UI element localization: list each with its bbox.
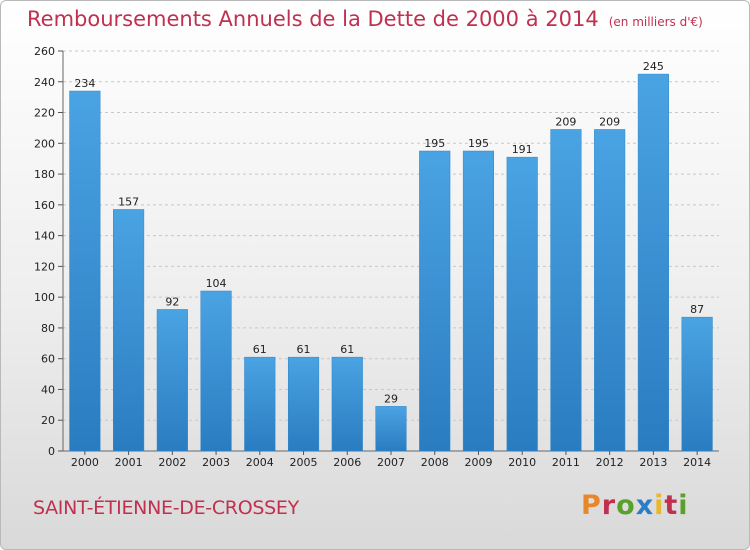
x-tick-label: 2010 — [508, 456, 536, 469]
y-tick-label: 260 — [34, 45, 55, 58]
logo-letter: t — [664, 490, 679, 521]
y-tick-label: 120 — [34, 260, 55, 273]
data-label: 61 — [253, 343, 267, 356]
data-label: 245 — [643, 60, 664, 73]
data-label: 29 — [384, 392, 398, 405]
y-tick-label: 0 — [48, 445, 55, 458]
bar — [156, 309, 188, 452]
bar — [594, 129, 626, 452]
x-tick-label: 2005 — [290, 456, 318, 469]
x-tick-label: 2011 — [552, 456, 580, 469]
bar — [506, 156, 538, 452]
y-tick-label: 240 — [34, 76, 55, 89]
y-tick-label: 80 — [41, 322, 55, 335]
data-label: 195 — [468, 137, 489, 150]
bar — [419, 150, 451, 452]
proxiti-logo: Proxiti — [581, 490, 689, 521]
y-tick-label: 20 — [41, 414, 55, 427]
data-label: 209 — [555, 115, 576, 128]
y-tick-label: 220 — [34, 107, 55, 120]
bar — [462, 150, 495, 452]
y-tick-label: 140 — [34, 230, 55, 243]
data-label: 234 — [74, 77, 95, 90]
y-tick-label: 40 — [41, 383, 55, 396]
logo-letter: i — [654, 490, 665, 521]
x-tick-label: 2008 — [421, 456, 449, 469]
x-tick-label: 2012 — [596, 456, 624, 469]
x-tick-label: 2001 — [115, 456, 143, 469]
chart-title: Remboursements Annuels de la Dette de 20… — [27, 7, 703, 31]
commune-name: SAINT-ÉTIENNE-DE-CROSSEY — [33, 497, 299, 519]
data-label: 209 — [599, 115, 620, 128]
x-tick-label: 2006 — [333, 456, 361, 469]
bar — [681, 316, 713, 452]
bar — [375, 406, 407, 452]
y-tick-label: 180 — [34, 168, 55, 181]
data-label: 61 — [340, 343, 354, 356]
bar — [637, 73, 669, 452]
y-tick-label: 100 — [34, 291, 55, 304]
x-tick-label: 2002 — [158, 456, 186, 469]
bar — [331, 356, 363, 452]
x-tick-label: 2009 — [464, 456, 492, 469]
data-label: 61 — [297, 343, 311, 356]
logo-letter: r — [601, 490, 617, 521]
x-tick-label: 2007 — [377, 456, 405, 469]
bar — [69, 90, 101, 452]
x-tick-label: 2014 — [683, 456, 711, 469]
data-label: 157 — [118, 195, 139, 208]
data-label: 191 — [512, 143, 533, 156]
data-label: 92 — [165, 295, 179, 308]
y-tick-label: 60 — [41, 353, 55, 366]
unit-note: (en milliers d'€) — [608, 15, 703, 29]
chart-title-text: Remboursements Annuels de la Dette de 20… — [27, 7, 599, 31]
y-tick-label: 160 — [34, 199, 55, 212]
x-tick-label: 2000 — [71, 456, 99, 469]
logo-letter: i — [678, 490, 689, 521]
bar — [287, 356, 320, 452]
logo-letter: x — [635, 490, 655, 521]
bar — [113, 209, 145, 452]
bar — [550, 129, 582, 452]
data-label: 104 — [206, 277, 227, 290]
logo-letter: P — [581, 490, 602, 521]
x-tick-label: 2004 — [246, 456, 274, 469]
x-tick-label: 2003 — [202, 456, 230, 469]
y-tick-label: 200 — [34, 137, 55, 150]
data-label: 195 — [424, 137, 445, 150]
data-label: 87 — [690, 303, 704, 316]
bar — [200, 290, 232, 452]
logo-letter: o — [616, 490, 636, 521]
x-tick-label: 2013 — [639, 456, 667, 469]
bar — [244, 356, 276, 452]
